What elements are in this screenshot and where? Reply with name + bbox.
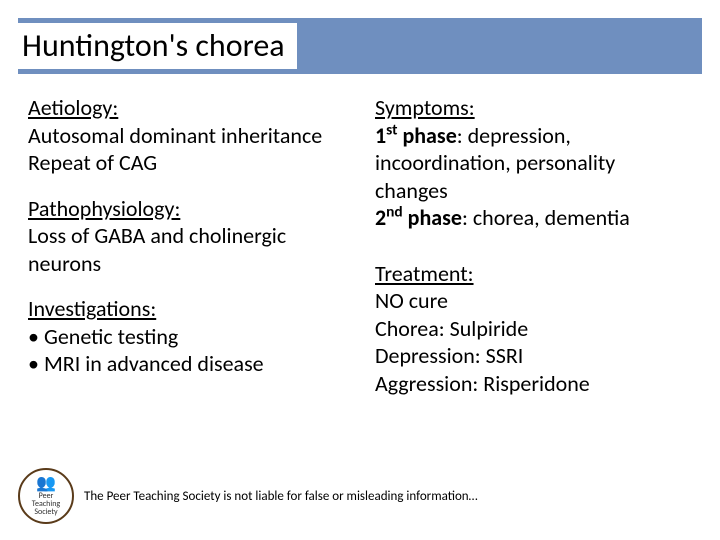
symptoms-phase1: 1st phase: depression, incoordination, p… xyxy=(375,122,692,205)
treatment-line: NO cure xyxy=(375,287,692,315)
treatment-line: Aggression: Risperidone xyxy=(375,370,692,398)
treatment-line: Depression: SSRI xyxy=(375,342,692,370)
treatment-line: Chorea: Sulpiride xyxy=(375,315,692,343)
right-column: Symptoms: 1st phase: depression, incoord… xyxy=(375,94,692,470)
investigations-header: Investigations: xyxy=(28,295,345,323)
slide: Huntington's chorea Aetiology: Autosomal… xyxy=(0,0,720,540)
pathophysiology-line: Loss of GABA and cholinergic neurons xyxy=(28,222,345,277)
treatment-section: Treatment: NO cure Chorea: Sulpiride Dep… xyxy=(375,260,692,398)
aetiology-section: Aetiology: Autosomal dominant inheritanc… xyxy=(28,94,345,177)
footer: 👥 Peer Teaching Society The Peer Teachin… xyxy=(18,468,702,524)
symptoms-header: Symptoms: xyxy=(375,94,692,122)
investigations-section: Investigations: Genetic testing MRI in a… xyxy=(28,295,345,378)
treatment-header: Treatment: xyxy=(375,260,692,288)
logo-icon: 👥 Peer Teaching Society xyxy=(18,468,74,524)
phase1-label: 1st phase xyxy=(375,122,457,149)
logo-text-line: Society xyxy=(34,508,57,516)
phase2-label: 2nd phase xyxy=(375,204,462,231)
investigations-item: MRI in advanced disease xyxy=(28,350,345,378)
content-columns: Aetiology: Autosomal dominant inheritanc… xyxy=(28,94,692,470)
logo-people-icon: 👥 xyxy=(36,476,56,492)
investigations-item: Genetic testing xyxy=(28,323,345,351)
symptoms-section: Symptoms: 1st phase: depression, incoord… xyxy=(375,94,692,232)
pathophysiology-section: Pathophysiology: Loss of GABA and cholin… xyxy=(28,195,345,278)
left-column: Aetiology: Autosomal dominant inheritanc… xyxy=(28,94,345,470)
title-bar: Huntington's chorea xyxy=(18,18,702,74)
aetiology-line: Repeat of CAG xyxy=(28,149,345,177)
investigations-list: Genetic testing MRI in advanced disease xyxy=(28,323,345,378)
aetiology-line: Autosomal dominant inheritance xyxy=(28,122,345,150)
symptoms-phase2: 2nd phase: chorea, dementia xyxy=(375,204,692,232)
pathophysiology-header: Pathophysiology: xyxy=(28,195,345,223)
slide-title: Huntington's chorea xyxy=(18,23,297,69)
phase2-text: : chorea, dementia xyxy=(462,204,630,231)
aetiology-header: Aetiology: xyxy=(28,94,345,122)
disclaimer-text: The Peer Teaching Society is not liable … xyxy=(84,489,478,504)
